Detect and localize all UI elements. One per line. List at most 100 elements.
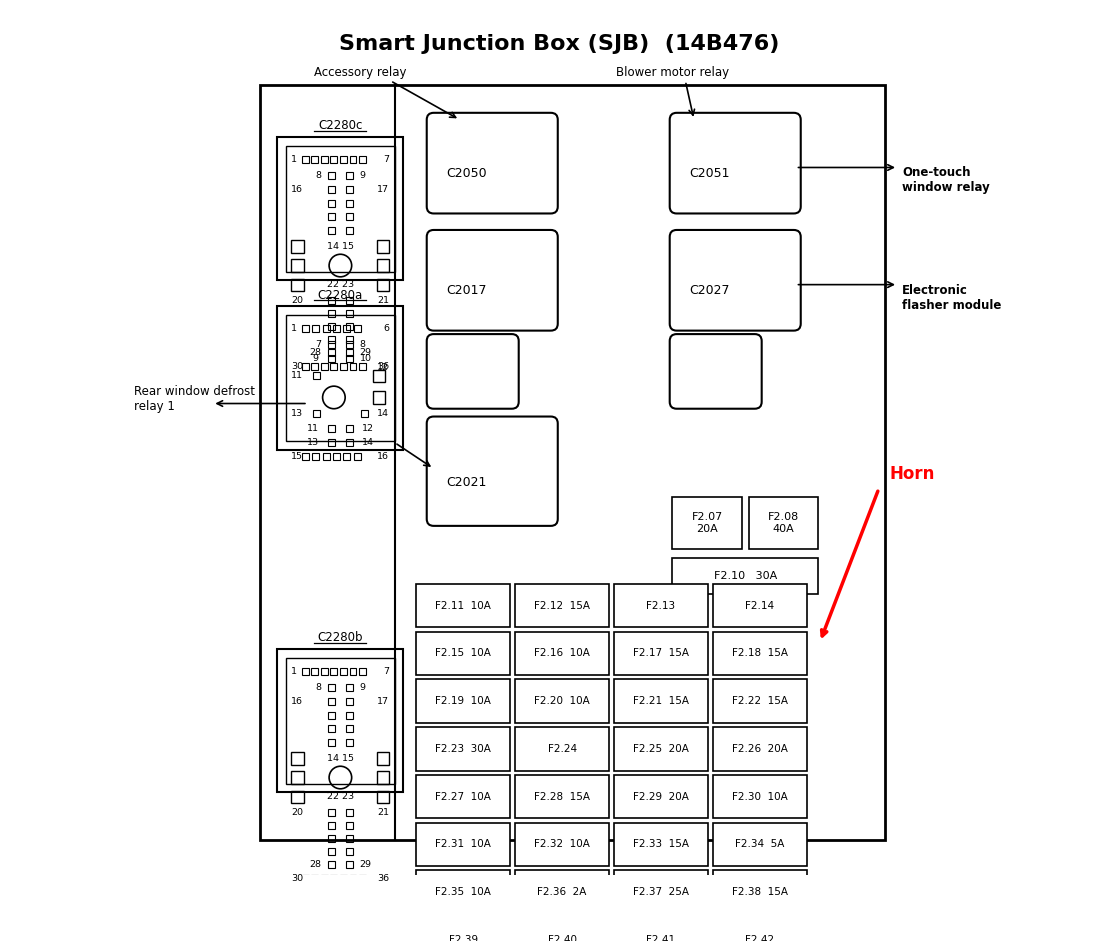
Text: 9: 9 bbox=[312, 354, 319, 363]
Bar bbox=[416, 918, 510, 941]
Bar bbox=[346, 808, 352, 816]
Text: 8: 8 bbox=[316, 171, 321, 180]
Text: F2.30  10A: F2.30 10A bbox=[732, 791, 788, 802]
Bar bbox=[328, 296, 336, 304]
Bar bbox=[278, 649, 403, 792]
Bar bbox=[321, 668, 328, 675]
Bar bbox=[302, 326, 309, 332]
Text: F2.14: F2.14 bbox=[745, 600, 774, 611]
Text: C2280b: C2280b bbox=[318, 631, 364, 645]
Text: F2.25  20A: F2.25 20A bbox=[633, 744, 689, 754]
Bar bbox=[291, 279, 303, 291]
Bar bbox=[346, 425, 352, 432]
FancyBboxPatch shape bbox=[669, 113, 801, 214]
Bar bbox=[673, 558, 818, 595]
Bar bbox=[416, 679, 510, 723]
Text: 13: 13 bbox=[291, 408, 303, 418]
Bar bbox=[313, 373, 320, 379]
Bar bbox=[713, 822, 807, 866]
Text: F2.17  15A: F2.17 15A bbox=[633, 648, 689, 659]
Bar bbox=[515, 727, 609, 771]
Bar bbox=[328, 349, 336, 356]
Text: F2.29  20A: F2.29 20A bbox=[633, 791, 689, 802]
Text: 14: 14 bbox=[363, 439, 374, 447]
Bar bbox=[377, 790, 389, 803]
Bar bbox=[346, 711, 352, 719]
Text: 1: 1 bbox=[291, 667, 298, 677]
Text: F2.19  10A: F2.19 10A bbox=[435, 696, 491, 706]
Text: 28: 28 bbox=[309, 348, 321, 357]
Text: F2.08
40A: F2.08 40A bbox=[768, 513, 799, 534]
Bar bbox=[328, 199, 336, 206]
Bar bbox=[713, 870, 807, 914]
Bar bbox=[328, 341, 336, 348]
FancyBboxPatch shape bbox=[426, 230, 557, 330]
Bar bbox=[614, 679, 708, 723]
Bar bbox=[328, 425, 336, 432]
Text: 22 23: 22 23 bbox=[327, 280, 354, 289]
Text: F2.24: F2.24 bbox=[547, 744, 576, 754]
Text: 16: 16 bbox=[291, 184, 303, 194]
Bar bbox=[515, 584, 609, 628]
Bar bbox=[340, 875, 347, 882]
Text: One-touch
window relay: One-touch window relay bbox=[902, 167, 990, 195]
Bar bbox=[328, 848, 336, 854]
Bar bbox=[713, 631, 807, 675]
Bar bbox=[346, 310, 352, 317]
Text: F2.22  15A: F2.22 15A bbox=[732, 696, 788, 706]
Bar bbox=[359, 875, 366, 882]
Text: Horn: Horn bbox=[890, 465, 934, 483]
Text: F2.34  5A: F2.34 5A bbox=[735, 839, 784, 850]
Bar bbox=[321, 875, 328, 882]
Text: 7: 7 bbox=[384, 667, 389, 677]
Bar bbox=[354, 453, 360, 460]
Bar bbox=[515, 870, 609, 914]
Text: Electronic
flasher module: Electronic flasher module bbox=[902, 283, 1002, 311]
Text: F2.37  25A: F2.37 25A bbox=[633, 887, 689, 897]
Bar bbox=[349, 362, 357, 370]
Bar bbox=[328, 185, 336, 193]
Text: Smart Junction Box (SJB)  (14B476): Smart Junction Box (SJB) (14B476) bbox=[339, 34, 780, 55]
Text: 36: 36 bbox=[377, 873, 389, 883]
Text: 29: 29 bbox=[359, 860, 372, 869]
Bar bbox=[328, 808, 336, 816]
Bar bbox=[291, 753, 303, 764]
Text: F2.36  2A: F2.36 2A bbox=[537, 887, 586, 897]
Bar bbox=[322, 453, 329, 460]
Bar bbox=[346, 821, 352, 829]
Bar bbox=[344, 453, 350, 460]
Text: 11: 11 bbox=[307, 424, 319, 433]
Text: F2.20  10A: F2.20 10A bbox=[534, 696, 590, 706]
Bar bbox=[346, 296, 352, 304]
Bar bbox=[354, 326, 360, 332]
Bar bbox=[302, 875, 309, 882]
Bar bbox=[328, 310, 336, 317]
Bar bbox=[333, 326, 340, 332]
FancyBboxPatch shape bbox=[669, 230, 801, 330]
Text: 13: 13 bbox=[307, 439, 319, 447]
Bar bbox=[328, 711, 336, 719]
Text: F2.21  15A: F2.21 15A bbox=[633, 696, 689, 706]
Bar bbox=[515, 631, 609, 675]
Bar bbox=[416, 870, 510, 914]
Text: F2.42: F2.42 bbox=[745, 934, 774, 941]
Text: 17: 17 bbox=[377, 184, 389, 194]
Text: 9: 9 bbox=[359, 171, 366, 180]
Bar bbox=[328, 861, 336, 868]
Bar bbox=[302, 453, 309, 460]
Bar bbox=[373, 370, 385, 382]
Bar bbox=[346, 355, 352, 362]
Bar bbox=[302, 156, 309, 163]
Bar bbox=[416, 631, 510, 675]
Bar bbox=[312, 453, 319, 460]
Bar bbox=[346, 726, 352, 732]
Bar bbox=[749, 497, 818, 550]
Bar bbox=[349, 668, 357, 675]
Text: 16: 16 bbox=[377, 452, 389, 461]
Bar bbox=[673, 497, 742, 550]
Text: F2.38  15A: F2.38 15A bbox=[732, 887, 788, 897]
Bar bbox=[346, 228, 352, 234]
FancyBboxPatch shape bbox=[426, 417, 557, 526]
Text: 22 23: 22 23 bbox=[327, 792, 354, 801]
Bar bbox=[614, 584, 708, 628]
